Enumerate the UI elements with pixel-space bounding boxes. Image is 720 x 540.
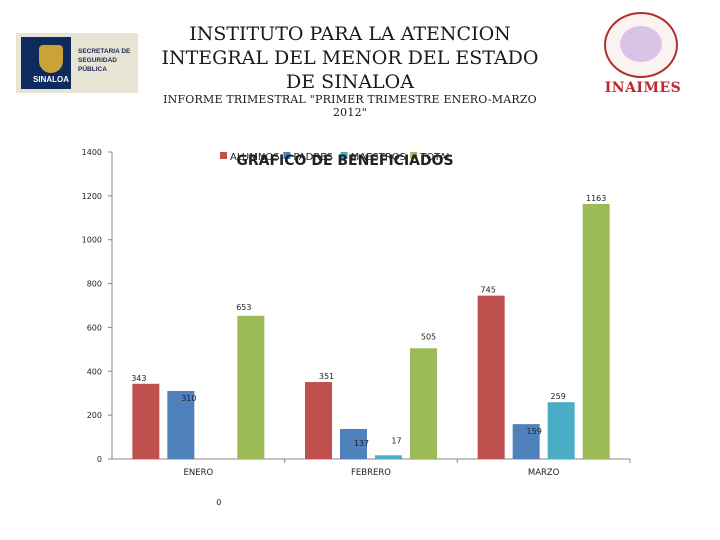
shield-icon (39, 45, 63, 73)
bar-alumnos-febrero (305, 382, 332, 459)
legend-swatch-maestros (340, 152, 348, 159)
data-label-alumnos-marzo: 745 (481, 286, 496, 295)
legend-label-padres: PADRES (293, 152, 333, 163)
data-label-maestros-marzo: 259 (551, 392, 566, 401)
data-label-padres-febrero: 137 (354, 439, 369, 448)
data-label-total-marzo: 1163 (586, 194, 606, 203)
data-label-maestros-febrero: 17 (391, 436, 401, 445)
seal-emblem-icon (620, 26, 662, 62)
y-tick-label: 0 (97, 455, 102, 464)
report-subtitle: INFORME TRIMESTRAL "PRIMER TRIMESTRE ENE… (163, 93, 537, 119)
bar-total-febrero (410, 348, 437, 459)
y-tick-label: 1400 (82, 148, 102, 157)
chart-legend: ALUMNOS PADRES MAESTROS TOTAL (220, 152, 452, 163)
inaimes-logo: INAIMES (596, 12, 690, 98)
bar-alumnos-marzo (477, 295, 505, 459)
legend-swatch-padres (283, 152, 291, 159)
x-tick-label: ENERO (183, 468, 213, 478)
emblem-label: SINALOA (33, 75, 69, 84)
bar-padres-enero (167, 391, 195, 459)
chart-data-labels: 343 310 0 653 351 137 17 505 745 159 259 1163 (131, 194, 606, 507)
legend-swatch-total (410, 152, 418, 159)
legend-swatch-alumnos (220, 152, 227, 159)
inaimes-label: INAIMES (604, 80, 682, 96)
chart-bars (132, 203, 610, 459)
secretaria-label: SECRETARIA DE SEGURIDAD PÚBLICA (78, 48, 131, 73)
legend-label-maestros: MAESTROS (351, 152, 406, 163)
y-tick-label: 600 (87, 323, 102, 332)
x-tick-label: FEBRERO (351, 468, 391, 478)
data-label-alumnos-enero: 343 (131, 374, 146, 383)
bar-alumnos-enero (132, 383, 160, 459)
data-label-total-febrero: 505 (421, 332, 436, 341)
y-tick-label: 200 (87, 411, 102, 420)
legend-label-alumnos: ALUMNOS (230, 152, 280, 163)
bar-maestros-febrero (375, 455, 402, 459)
y-tick-label: 800 (87, 280, 102, 289)
sinaloa-seguridad-logo: SINALOA SECRETARIA DE SEGURIDAD PÚBLICA (16, 33, 138, 93)
chart-axes: 0 200 400 600 800 1000 1200 1400 ENERO FEBRERO MAR… (82, 148, 631, 478)
bar-total-marzo (582, 203, 610, 459)
data-label-padres-marzo: 159 (527, 427, 542, 436)
bar-padres-febrero (340, 428, 367, 459)
report-title: INSTITUTO PARA LA ATENCION INTEGRAL DEL … (161, 23, 539, 93)
data-label-padres-enero: 310 (181, 394, 196, 403)
bar-maestros-marzo (547, 402, 575, 459)
legend-label-total: TOTAL (419, 152, 452, 163)
data-label-alumnos-febrero: 351 (319, 372, 334, 381)
chart-title: GRAFICO DE BENEFICIADOS (236, 153, 453, 169)
y-tick-label: 1000 (82, 236, 102, 245)
state-emblem: SINALOA (21, 37, 71, 89)
bar-padres-marzo (512, 424, 540, 459)
data-label-maestros-enero: 0 (216, 498, 221, 507)
bar-total-enero (237, 315, 265, 459)
data-label-total-enero: 653 (236, 303, 251, 312)
y-tick-label: 1200 (82, 192, 102, 201)
y-tick-label: 400 (87, 367, 102, 376)
x-tick-label: MARZO (528, 468, 560, 478)
